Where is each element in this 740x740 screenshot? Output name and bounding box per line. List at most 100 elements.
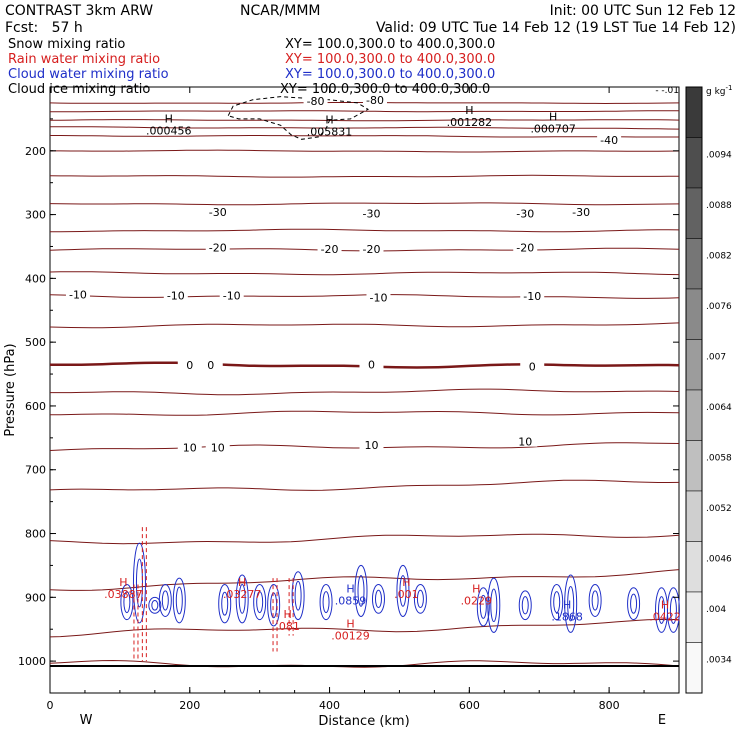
temperature-contours (49, 102, 680, 668)
x-tick-label: 600 (459, 699, 480, 712)
cloud-water-contour (151, 600, 159, 611)
x-tick-label: 400 (319, 699, 340, 712)
field-cloudwater-name: Cloud water mixing ratio (8, 67, 169, 82)
field-cloudice-xy: XY= 100.0,300.0 to 400.0,300.0 (280, 82, 490, 97)
contour-label-bg (198, 359, 223, 371)
y-tick-label: 1000 (18, 655, 46, 668)
contour-label-bg (359, 243, 384, 255)
cloud-water-contour (120, 584, 134, 621)
colorbar-cell (685, 86, 703, 138)
temperature-contour (49, 202, 680, 206)
extremum-value: .001 (394, 588, 419, 601)
cloud-water-contour (669, 596, 677, 624)
contour-label-bg (597, 133, 622, 145)
cloud-water-contour (490, 588, 498, 623)
temperature-contour (50, 228, 680, 233)
y-axis-label: Pressure (hPa) (3, 343, 18, 436)
y-tick-label: 500 (25, 336, 46, 349)
contour-label-bg (362, 93, 387, 105)
contour-label-bg (513, 241, 538, 253)
colorbar-cell (685, 440, 703, 492)
colorbar-label: .0064 (706, 403, 732, 413)
extremum-marker: H (325, 114, 333, 127)
colorbar-cell (685, 339, 703, 391)
extremum-value: .0859 (335, 595, 367, 608)
contour-label-bg (219, 289, 244, 301)
y-tick-label: 600 (25, 400, 46, 413)
extremum-value: .000456 (146, 124, 192, 137)
temperature-contour (50, 135, 679, 138)
extremum-value: .0422 (649, 610, 681, 623)
cloud-water-contour (588, 584, 602, 617)
contour-label-bg (303, 95, 328, 107)
colorbar-cell (685, 288, 703, 340)
cloud-water-contour (158, 584, 172, 617)
colorbar-label: .0046 (706, 555, 732, 565)
x-tick-label: 800 (599, 699, 620, 712)
contour-label: -10 (223, 290, 241, 303)
y-tick-label: 800 (25, 528, 46, 541)
cloud-water-contour (658, 596, 666, 624)
contour-label-bg (359, 358, 384, 370)
cloud-water-contour (132, 542, 146, 624)
extremum-value: .03887 (104, 588, 143, 601)
temperature-contour (50, 110, 679, 113)
contour-label: -10 (69, 288, 87, 301)
temperature-contour (49, 533, 680, 545)
x-tick-label: 0 (47, 699, 54, 712)
contour-label-bg (359, 438, 384, 450)
contour-label-bg (205, 206, 230, 218)
extremum-value: .00129 (331, 630, 370, 643)
colorbar-unit: g kg-1 (706, 84, 732, 97)
temperature-contour (50, 126, 680, 130)
colorbar-cell (685, 187, 703, 239)
colorbar-cells (685, 86, 703, 694)
org-label: NCAR/MMM (240, 3, 321, 19)
contour-label: 0 (186, 359, 193, 372)
cloud-water-contour (553, 591, 561, 614)
temperature-contour (50, 388, 680, 396)
temperature-contour (49, 618, 680, 638)
contour-label-bg (513, 435, 538, 447)
cloud-water-contour (396, 564, 410, 617)
contour-label: 0 (368, 358, 375, 371)
cloud-water-contour (374, 589, 382, 609)
contour-label: -20 (321, 243, 339, 256)
colorbar-top-label: - -.01 (655, 86, 679, 96)
extremum-value: .001282 (447, 116, 493, 129)
rain-shaft (288, 578, 294, 636)
cloud-water-contour (354, 564, 368, 617)
contour-label-bg (317, 243, 342, 255)
contour-label-bg (163, 289, 188, 301)
contour-label: -20 (363, 243, 381, 256)
rain-shaft (141, 527, 147, 662)
y-tick-label: 400 (25, 272, 46, 285)
extremum-marker: H (549, 110, 557, 123)
contour-label-bg (177, 441, 202, 453)
colorbar-label: .0052 (706, 504, 732, 514)
extremum-value: .000707 (530, 122, 576, 135)
contour-label-bg (366, 291, 391, 303)
y-tick-label: 300 (25, 209, 46, 222)
cloud-water-contour (172, 577, 186, 624)
extremum-marker: H (283, 608, 291, 621)
cloud-water-contour (630, 593, 638, 614)
contour-label-bg (520, 290, 545, 302)
x-tick-label: 200 (179, 699, 200, 712)
colorbar-label: .0058 (706, 454, 732, 464)
cloud-water-contour (294, 580, 302, 611)
x-axis-label: Distance (km) (318, 714, 409, 729)
contour-label: -10 (523, 290, 541, 303)
colorbar-label: .0076 (706, 302, 732, 312)
cloud-water-contour (322, 591, 330, 614)
cloud-water-contour (291, 571, 305, 621)
contour-label-bg (177, 359, 202, 371)
contour-label: 10 (211, 441, 225, 454)
contour-label: 0 (207, 359, 214, 372)
contour-label-bg (569, 206, 594, 218)
init-label: Init: 00 UTC Sun 12 Feb 12 (550, 3, 736, 19)
contour-label: -20 (516, 242, 534, 255)
contour-label-bg (520, 360, 545, 372)
cloud-water-contour (413, 584, 427, 614)
